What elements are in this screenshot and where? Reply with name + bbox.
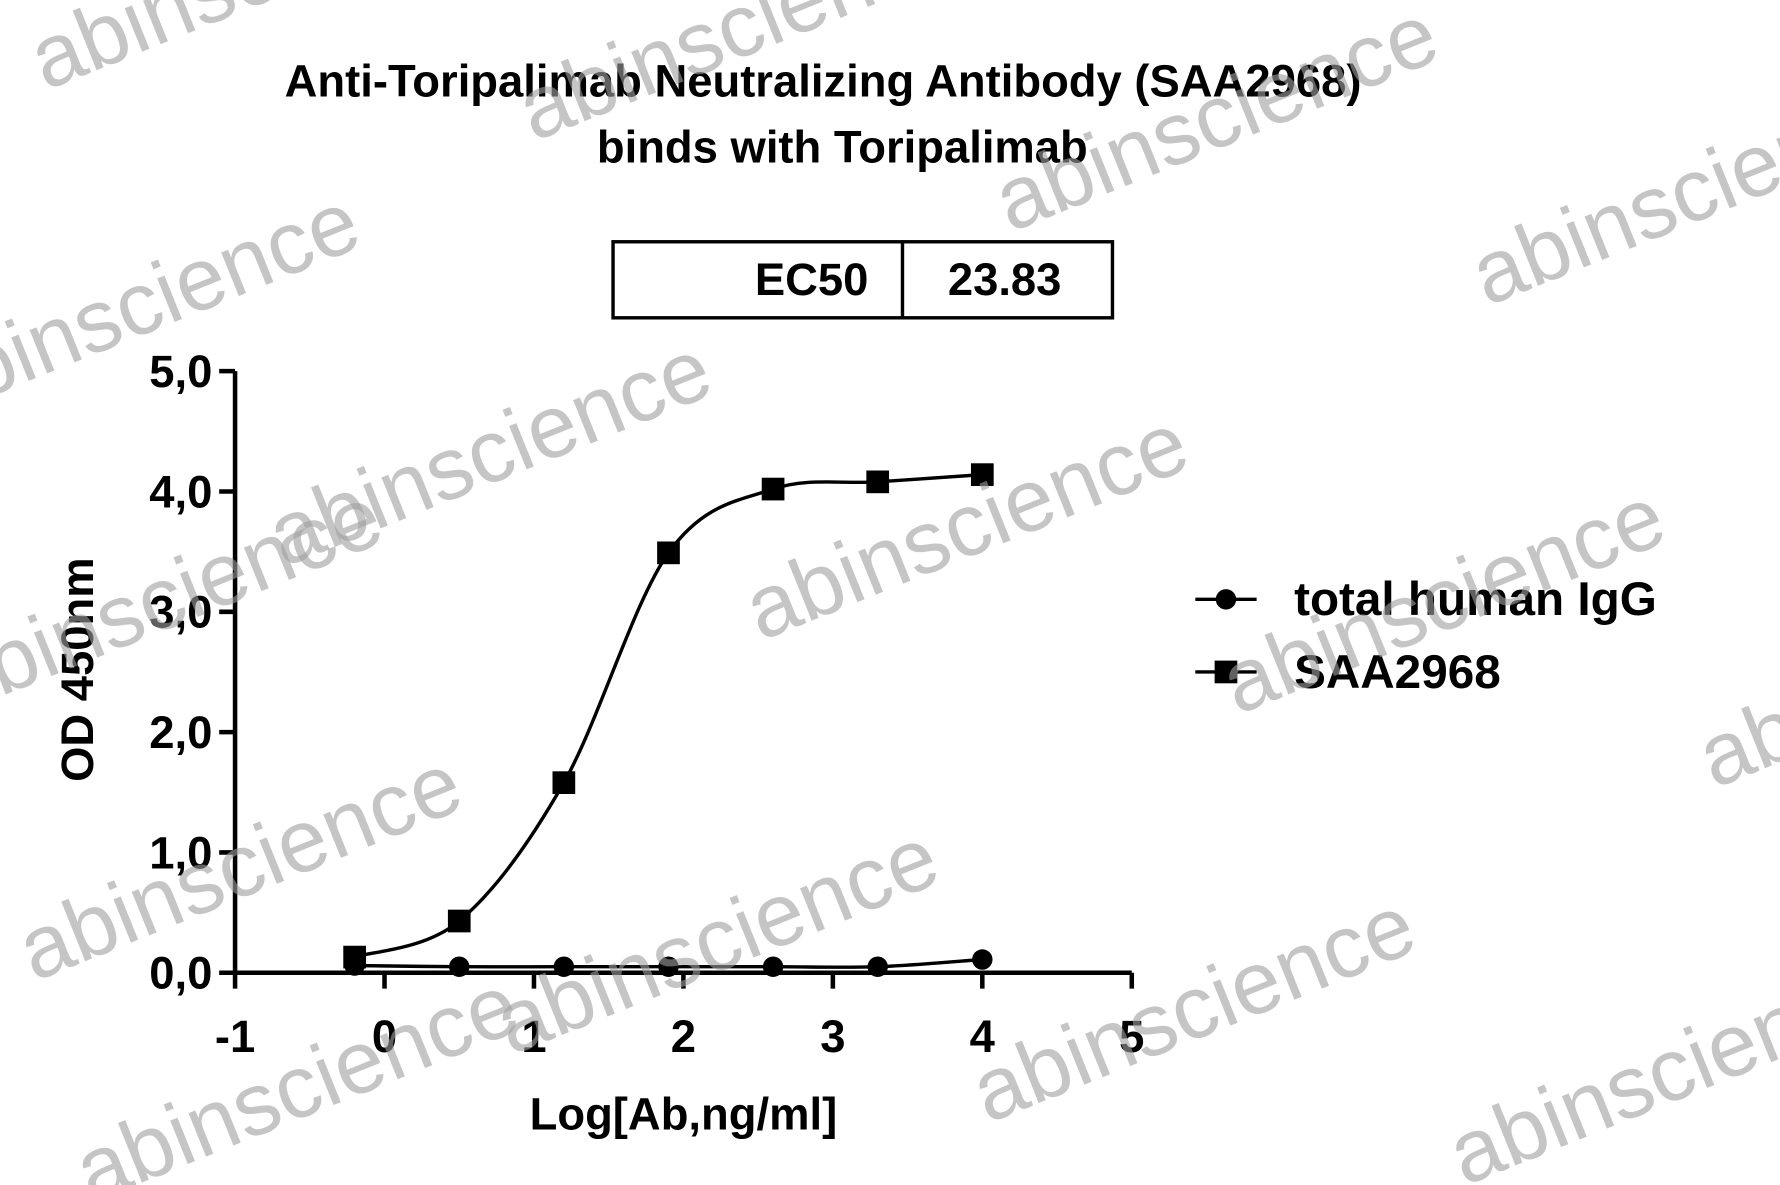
data-point: [447, 909, 471, 933]
x-tick-label: 0: [372, 1011, 397, 1062]
data-point: [449, 956, 470, 977]
data-point: [866, 470, 890, 494]
legend-marker: [1214, 660, 1238, 684]
ec50-box: [611, 240, 1115, 320]
watermark: abinscience: [1684, 540, 1780, 807]
legend-marker: [1215, 589, 1237, 610]
chart-title: binds with Toripalimab: [597, 121, 1088, 172]
y-tick-label: 4,0: [149, 466, 212, 517]
data-point: [657, 541, 680, 565]
x-tick-label: 1: [521, 1011, 546, 1062]
y-tick-label: 0,0: [149, 948, 212, 999]
ec50-value: 23.83: [948, 254, 1062, 305]
y-tick-label: 2,0: [149, 707, 212, 758]
x-tick-label: 5: [1119, 1011, 1144, 1062]
data-point: [762, 956, 784, 977]
watermark: abinscience: [1434, 937, 1780, 1185]
y-tick-label: 5,0: [149, 346, 212, 397]
y-tick-label: 1,0: [149, 827, 212, 878]
watermark: abinscience: [958, 874, 1429, 1141]
legend-label: SAA2968: [1294, 646, 1501, 699]
data-point: [761, 477, 785, 501]
y-axis-label: OD 450nm: [52, 557, 103, 782]
ec50-label: EC50: [755, 254, 869, 305]
legend-label: total human IgG: [1294, 573, 1657, 626]
chart-title: Anti-Toripalimab Neutralizing Antibody (…: [285, 55, 1362, 106]
data-point: [867, 956, 888, 977]
x-tick-label: -1: [215, 1011, 255, 1062]
watermark: abinscience: [731, 392, 1202, 659]
watermark: abinscience: [0, 171, 373, 438]
data-point: [970, 463, 994, 486]
data-point: [343, 945, 366, 969]
x-tick-label: 2: [671, 1011, 696, 1062]
watermark: abinscience: [1457, 57, 1780, 324]
data-point: [972, 949, 993, 970]
x-tick-label: 3: [820, 1011, 845, 1062]
watermark: abinscience: [481, 806, 952, 1073]
data-point: [553, 956, 575, 977]
data-point: [552, 771, 576, 794]
data-point: [658, 956, 679, 977]
x-tick-label: 4: [970, 1011, 995, 1062]
watermark: abinscience: [61, 954, 532, 1185]
x-axis-label: Log[Ab,ng/ml]: [530, 1088, 838, 1139]
y-tick-label: 3,0: [149, 587, 212, 638]
